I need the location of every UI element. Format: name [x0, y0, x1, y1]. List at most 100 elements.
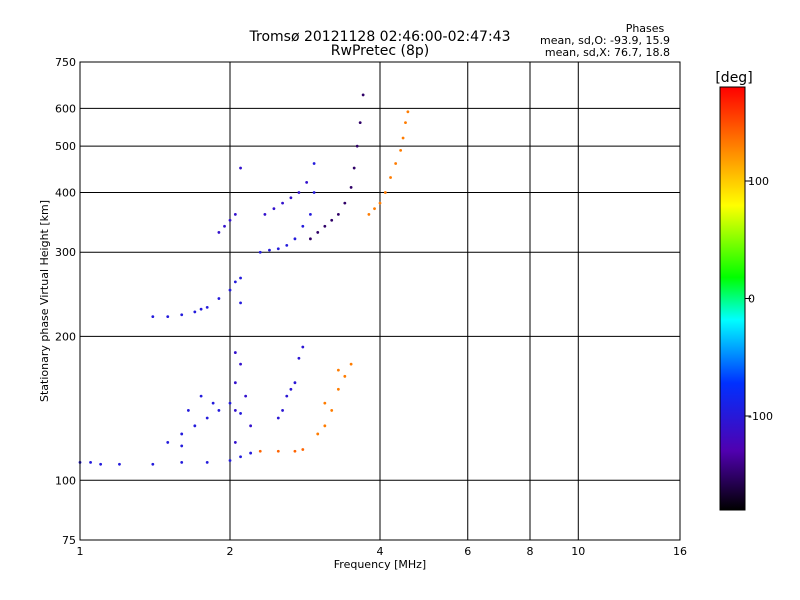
- echo-point: [316, 231, 320, 234]
- colorbar-ticks: 100 0 -100: [745, 175, 773, 423]
- echo-point: [118, 462, 121, 466]
- stats-o: mean, sd,O: -93.9, 15.9: [540, 34, 670, 47]
- echo-point: [343, 374, 347, 378]
- echo-point: [263, 212, 267, 216]
- plot-frame: [79, 61, 681, 541]
- echo-point: [268, 248, 271, 252]
- echo-point: [89, 460, 92, 464]
- echo-point: [233, 441, 237, 444]
- y-tick-label: 100: [55, 474, 76, 487]
- echo-point: [180, 444, 184, 448]
- echo-point: [186, 409, 190, 412]
- echo-point: [166, 441, 170, 444]
- echo-point: [272, 207, 276, 211]
- colorbar: [719, 86, 746, 511]
- echo-point: [301, 448, 305, 451]
- echo-point: [205, 305, 209, 309]
- echo-point: [336, 212, 340, 216]
- echo-point: [180, 432, 184, 436]
- colorbar-tick-label: 0: [748, 293, 755, 306]
- echo-point: [228, 288, 232, 292]
- echo-point: [301, 345, 305, 349]
- chart-title: Tromsø 20121128 02:46:00-02:47:43: [249, 29, 511, 45]
- echo-point: [309, 212, 312, 216]
- y-tick-label: 75: [62, 534, 76, 547]
- echo-point: [330, 218, 334, 222]
- axis-ticks: 1 2 4 6 8 10 16 75 100 200 300 400 500 600 750: [55, 56, 687, 558]
- echo-point: [367, 212, 371, 216]
- y-tick-label: 400: [55, 186, 76, 199]
- echo-point: [180, 460, 184, 464]
- grid: [80, 62, 680, 540]
- echo-point: [217, 409, 221, 412]
- echo-point: [228, 218, 232, 222]
- echo-point: [343, 201, 347, 205]
- echo-point: [406, 110, 410, 114]
- echo-point: [323, 224, 327, 228]
- echo-point: [336, 387, 340, 391]
- echo-point: [239, 276, 242, 280]
- echo-point: [166, 315, 170, 319]
- echo-point: [330, 409, 334, 412]
- echo-point: [193, 424, 197, 428]
- echo-point: [199, 307, 203, 311]
- y-tick-label: 750: [55, 56, 76, 69]
- echo-point: [394, 162, 398, 165]
- echo-point: [193, 310, 197, 314]
- echo-point: [276, 449, 280, 453]
- echo-point: [205, 416, 209, 420]
- echo-point: [151, 315, 155, 319]
- echo-point: [305, 180, 309, 184]
- echo-point: [239, 455, 242, 459]
- y-tick-label: 500: [55, 140, 76, 153]
- y-tick-label: 200: [55, 330, 76, 343]
- echo-point: [205, 460, 209, 464]
- echo-point: [258, 250, 262, 254]
- echo-point: [378, 201, 382, 205]
- echo-point: [151, 462, 155, 466]
- echo-point: [323, 401, 327, 405]
- echo-point: [389, 176, 392, 179]
- echo-point: [233, 280, 237, 284]
- echo-point: [258, 449, 262, 453]
- colorbar-tick-label: 100: [748, 175, 769, 188]
- echo-point: [217, 231, 221, 234]
- echo-point: [309, 237, 312, 241]
- colorbar-label: [deg]: [715, 70, 752, 86]
- y-axis-label: Stationary phase Virtual Height [km]: [38, 200, 51, 402]
- x-tick-label: 2: [227, 545, 234, 558]
- echo-point: [352, 166, 356, 170]
- echo-point: [233, 381, 237, 385]
- echo-point: [297, 191, 301, 194]
- echo-point: [239, 362, 242, 366]
- echo-point: [289, 387, 293, 391]
- echo-point: [281, 409, 284, 412]
- echo-point: [383, 191, 387, 194]
- echo-point: [358, 121, 362, 125]
- x-tick-label: 16: [673, 545, 687, 558]
- echo-point: [249, 424, 253, 428]
- echo-point: [233, 351, 237, 354]
- echo-point: [399, 148, 403, 152]
- echo-point: [239, 301, 242, 305]
- x-axis-label: Frequency [MHz]: [334, 558, 426, 571]
- colorbar-tick-label: -100: [748, 410, 773, 423]
- echo-point: [285, 244, 289, 247]
- echo-point: [276, 247, 280, 251]
- echo-point: [316, 432, 320, 436]
- echo-point: [349, 185, 353, 189]
- echo-point: [293, 381, 297, 385]
- x-tick-label: 6: [464, 545, 471, 558]
- echo-point: [293, 449, 297, 453]
- echo-point: [293, 237, 297, 241]
- echo-point: [99, 462, 103, 466]
- echo-point: [289, 196, 293, 200]
- echo-point: [239, 166, 242, 170]
- echo-point: [233, 409, 237, 412]
- x-tick-label: 10: [571, 545, 585, 558]
- echo-point: [312, 191, 316, 194]
- echo-point: [199, 394, 203, 398]
- echo-point: [404, 121, 407, 125]
- echo-point: [297, 356, 301, 360]
- echo-point: [228, 459, 232, 462]
